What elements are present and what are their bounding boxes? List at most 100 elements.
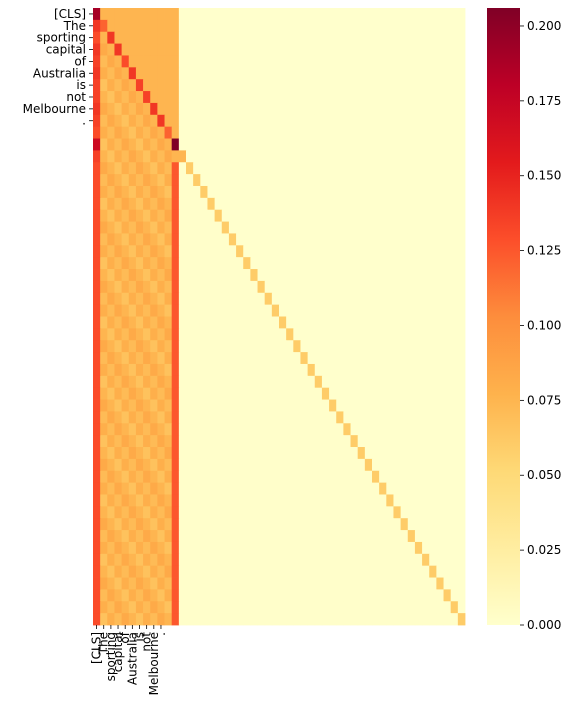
heatmap-cell xyxy=(121,494,130,507)
heatmap-cell xyxy=(135,114,144,128)
heatmap-cell xyxy=(107,470,115,484)
heatmap-cell xyxy=(357,316,366,329)
heatmap-cell xyxy=(393,102,402,116)
heatmap-cell xyxy=(250,565,258,578)
heatmap-cell xyxy=(400,411,409,424)
heatmap-cell xyxy=(286,162,294,175)
heatmap-cell xyxy=(386,209,394,222)
heatmap-cell xyxy=(271,530,280,543)
heatmap-cell xyxy=(436,79,444,92)
heatmap-cell xyxy=(93,328,101,341)
heatmap-cell xyxy=(107,126,115,139)
heatmap-cell xyxy=(286,114,294,128)
heatmap-cell xyxy=(350,91,359,104)
colorbar-gradient xyxy=(487,8,520,625)
heatmap-cell xyxy=(143,447,151,460)
heatmap-cell xyxy=(429,233,437,246)
heatmap-cell xyxy=(457,447,466,460)
heatmap-cell xyxy=(221,126,230,139)
heatmap-cell xyxy=(450,209,459,222)
heatmap-cell xyxy=(321,447,330,460)
heatmap-cell xyxy=(343,601,351,614)
heatmap-cell xyxy=(207,126,216,139)
y-tick-label: [CLS] xyxy=(54,7,86,21)
heatmap-cell xyxy=(200,352,208,365)
heatmap-cell xyxy=(407,363,416,377)
heatmap-cell xyxy=(286,352,294,365)
heatmap-cell xyxy=(329,577,337,590)
heatmap-cell xyxy=(171,352,180,365)
heatmap-cell xyxy=(436,174,444,187)
heatmap-cell xyxy=(143,233,151,246)
heatmap-cell xyxy=(228,375,237,389)
heatmap-cell xyxy=(422,292,430,306)
heatmap-cell xyxy=(364,363,373,377)
heatmap-cell xyxy=(436,494,444,507)
heatmap-cell xyxy=(157,530,165,543)
heatmap-cell xyxy=(364,197,373,211)
heatmap-cell xyxy=(200,494,208,507)
heatmap-cell xyxy=(128,494,137,507)
heatmap-cell xyxy=(343,589,351,602)
heatmap-cell xyxy=(143,150,151,163)
heatmap-cell xyxy=(443,43,452,56)
heatmap-cell xyxy=(236,31,244,44)
heatmap-cell xyxy=(121,458,130,472)
heatmap-cell xyxy=(200,102,208,116)
heatmap-cell xyxy=(343,482,351,495)
heatmap-cell xyxy=(343,185,351,199)
heatmap-cell xyxy=(214,91,223,104)
heatmap-cell xyxy=(236,340,244,353)
heatmap-cell xyxy=(307,221,316,234)
heatmap-cell xyxy=(422,162,430,175)
heatmap-cell xyxy=(357,577,366,590)
heatmap-cell xyxy=(336,43,344,56)
heatmap-cell xyxy=(207,19,216,33)
heatmap-cell xyxy=(422,530,430,543)
heatmap-cell xyxy=(286,387,294,400)
heatmap-cell xyxy=(414,506,423,519)
heatmap-cell xyxy=(164,613,173,626)
heatmap-cell xyxy=(193,257,201,270)
heatmap-cell xyxy=(243,43,251,56)
heatmap-cell xyxy=(436,31,444,44)
heatmap-cell xyxy=(307,304,316,317)
heatmap-cell xyxy=(329,506,337,519)
heatmap-cell xyxy=(264,423,273,436)
heatmap-cell xyxy=(279,518,287,531)
heatmap-cell xyxy=(414,174,423,187)
heatmap-cell xyxy=(128,458,137,472)
heatmap-cell xyxy=(364,352,373,365)
heatmap-cell xyxy=(128,316,137,329)
heatmap-cell xyxy=(321,280,330,294)
heatmap-cell xyxy=(407,470,416,484)
heatmap-cell xyxy=(171,387,180,400)
heatmap-cell xyxy=(93,114,101,128)
heatmap-cell xyxy=(293,197,301,211)
heatmap-cell xyxy=(450,613,459,626)
heatmap-cell xyxy=(135,138,144,151)
heatmap-cell xyxy=(372,340,380,353)
heatmap-cell xyxy=(279,185,287,199)
heatmap-cell xyxy=(257,470,266,484)
heatmap-cell xyxy=(321,577,330,590)
heatmap-cell xyxy=(321,43,330,56)
heatmap-cell xyxy=(214,553,223,567)
heatmap-cell xyxy=(186,470,194,484)
heatmap-cell xyxy=(143,363,151,377)
heatmap-cell xyxy=(379,470,387,484)
heatmap-cell xyxy=(221,565,230,578)
heatmap-cell xyxy=(171,257,180,270)
heatmap-cell xyxy=(336,257,344,270)
heatmap-cell xyxy=(236,269,244,282)
heatmap-cell xyxy=(143,292,151,306)
heatmap-cell xyxy=(386,126,394,139)
heatmap-cell xyxy=(429,565,437,578)
heatmap-cell xyxy=(429,126,437,139)
heatmap-cell xyxy=(236,565,244,578)
heatmap-cell xyxy=(357,162,366,175)
heatmap-cell xyxy=(314,328,323,341)
heatmap-cell xyxy=(178,245,187,258)
heatmap-cell xyxy=(279,553,287,567)
heatmap-cell xyxy=(350,126,359,139)
